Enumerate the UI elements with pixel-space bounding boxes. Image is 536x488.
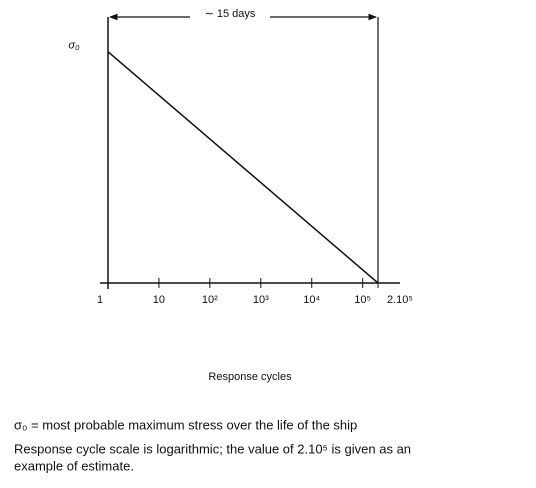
x-axis-label: Response cycles [208,371,292,383]
x-tick-label: 1 [97,294,103,306]
x-tick-label: 10⁴ [303,294,320,306]
annotation: ∼ 15 days [205,8,256,20]
x-tick-label: 2.10⁵ [387,294,413,306]
line-series [107,51,379,284]
x-tick-label: 10 [153,294,165,306]
y-tick-label: σ₀ [68,40,80,52]
x-tick-label: 10² [202,294,218,306]
note: σ₀ = most probable maximum stress over t… [14,417,357,432]
x-tick-label: 10³ [253,294,269,306]
annotation-bg [190,9,270,23]
note: Response cycle scale is logarithmic; the… [14,441,411,456]
x-tick-label: 10⁵ [354,294,371,306]
note: example of estimate. [14,458,134,473]
